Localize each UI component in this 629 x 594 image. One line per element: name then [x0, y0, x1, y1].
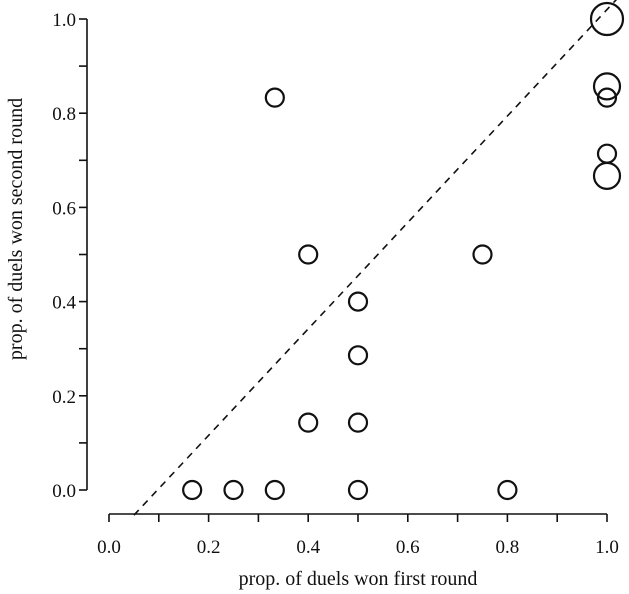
y-tick-label: 0.0 — [52, 481, 76, 502]
y-tick-label: 1.0 — [52, 10, 76, 31]
y-axis-title: prop. of duels won second round — [5, 98, 27, 360]
x-tick-label: 0.4 — [296, 537, 320, 558]
scatter-point — [596, 143, 618, 164]
scatter-point — [347, 291, 369, 312]
y-tick-label: 0.4 — [52, 293, 76, 314]
scatter-point — [298, 244, 319, 265]
y-tick-label: 0.6 — [52, 198, 76, 219]
scatter-point — [592, 72, 622, 101]
x-tick-label: 1.0 — [595, 537, 619, 558]
y-axis: 0.0 0.2 0.4 0.6 0.8 1.0 — [52, 10, 88, 502]
x-axis-title: prop. of duels won first round — [239, 568, 478, 590]
scatter-point — [347, 412, 369, 433]
x-tick-label: 0.8 — [496, 537, 520, 558]
y-tick-label: 0.8 — [52, 104, 76, 125]
scatter-point — [264, 479, 285, 501]
x-tick-label: 0.2 — [197, 537, 221, 558]
scatter-point — [589, 1, 625, 37]
scatter-point — [347, 345, 369, 366]
scatter-point — [596, 87, 618, 108]
scatter-point — [298, 412, 319, 433]
x-tick-label: 0.6 — [396, 537, 420, 558]
scatter-point — [592, 161, 622, 190]
fit-line-group — [133, 0, 618, 516]
data-points — [182, 1, 625, 501]
scatter-point — [264, 87, 285, 108]
scatter-point — [472, 244, 493, 265]
fit-line — [133, 0, 618, 516]
x-axis: 0.0 0.2 0.4 0.6 0.8 1.0 — [97, 513, 619, 558]
x-tick-label: 0.0 — [97, 537, 121, 558]
scatter-point — [347, 479, 369, 501]
y-tick-label: 0.2 — [52, 387, 76, 408]
scatter-point — [182, 479, 203, 501]
scatter-point — [497, 479, 518, 501]
scatter-point — [223, 479, 244, 501]
